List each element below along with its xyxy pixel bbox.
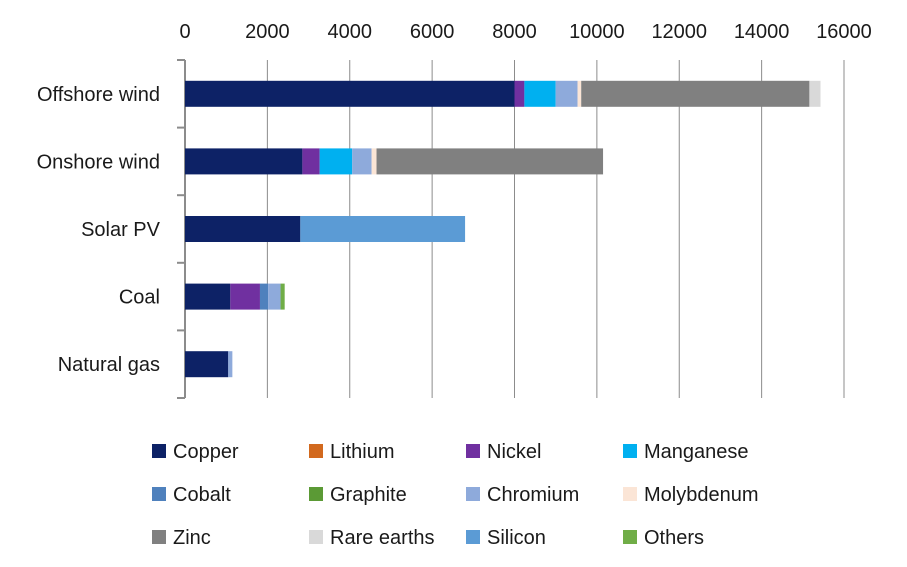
x-tick-label: 8000 [492, 21, 537, 43]
bar-segment: Coal – Chromium [268, 283, 281, 310]
bar-segment: Solar PV – Silicon [300, 216, 466, 242]
y-axis-category-labels: Offshore wind Onshore wind Solar PV Coal Nat… [37, 84, 161, 376]
bar-segment: Coal – Copper [185, 283, 231, 310]
legend-swatch [309, 487, 323, 501]
x-tick-label: 14000 [734, 21, 790, 43]
legend-label: Nickel [487, 441, 541, 463]
legend: Copper Lithium Nickel Manganese Cobalt Graphi… [152, 441, 759, 549]
x-tick-label: 4000 [328, 21, 373, 43]
legend-item: Nickel [466, 441, 541, 463]
bar-segment: Onshore wind – Chromium [352, 148, 372, 175]
bar-segment: Onshore wind – Nickel [302, 148, 320, 175]
bar-segment: Offshore wind – Rare earths [809, 80, 821, 107]
legend-item: Cobalt [152, 484, 231, 506]
bar-segment: Offshore wind – Copper [185, 80, 515, 107]
legend-label: Chromium [487, 484, 579, 506]
legend-swatch [623, 530, 637, 544]
legend-swatch [466, 530, 480, 544]
legend-swatch [152, 487, 166, 501]
legend-swatch [152, 444, 166, 458]
legend-swatch [309, 530, 323, 544]
bar-segment: Onshore wind – Zinc [376, 148, 604, 175]
legend-item: Others [623, 527, 704, 549]
category-label: Offshore wind [37, 84, 160, 106]
x-axis-tick-labels: 0 2000 4000 6000 8000 10000 12000 14000 16000 [179, 21, 871, 43]
legend-label: Rare earths [330, 527, 435, 549]
legend-label: Others [644, 527, 704, 549]
legend-item: Graphite [309, 484, 407, 506]
legend-label: Copper [173, 441, 239, 463]
bar-segment: Natural gas – Chromium [228, 351, 233, 378]
legend-item: Silicon [466, 527, 546, 549]
legend-swatch [309, 444, 323, 458]
legend-swatch [623, 444, 637, 458]
bar-segment: Offshore wind – Zinc [581, 80, 810, 107]
legend-item: Manganese [623, 441, 749, 463]
legend-label: Cobalt [173, 484, 231, 506]
bar-segment: Onshore wind – Manganese [319, 148, 353, 175]
legend-label: Lithium [330, 441, 394, 463]
bar-segment: Onshore wind – Copper [185, 148, 303, 175]
legend-item: Chromium [466, 484, 579, 506]
bar-segment: Coal – Others [280, 283, 285, 310]
bar-segment: Natural gas – Copper [185, 351, 229, 378]
bar-segment: Offshore wind – Manganese [524, 80, 556, 107]
legend-label: Manganese [644, 441, 749, 463]
legend-label: Zinc [173, 527, 211, 549]
legend-swatch [623, 487, 637, 501]
x-tick-label: 6000 [410, 21, 455, 43]
legend-item: Zinc [152, 527, 211, 549]
x-tick-label: 16000 [816, 21, 872, 43]
bar-segment: Coal – Cobalt [259, 283, 269, 310]
category-label: Solar PV [81, 219, 161, 241]
legend-swatch [466, 487, 480, 501]
legend-swatch [152, 530, 166, 544]
bar-segment: Offshore wind – Nickel [514, 80, 525, 107]
y-axis [177, 59, 186, 399]
category-label: Coal [119, 287, 160, 309]
x-tick-label: 0 [179, 21, 190, 43]
legend-label: Silicon [487, 527, 546, 549]
category-label: Onshore wind [37, 151, 160, 173]
legend-item: Lithium [309, 441, 394, 463]
category-label: Natural gas [58, 354, 160, 376]
legend-item: Copper [152, 441, 239, 463]
bar-segment: Onshore wind – Molybdenum [371, 148, 377, 175]
legend-label: Graphite [330, 484, 407, 506]
legend-item: Molybdenum [623, 484, 759, 506]
bar-segment: Coal – Nickel [230, 283, 260, 310]
x-tick-label: 2000 [245, 21, 290, 43]
bar-segment: Solar PV – Copper [185, 216, 301, 242]
legend-item: Rare earths [309, 527, 435, 549]
bars: Offshore wind – CopperOffshore wind – Ni… [185, 80, 821, 378]
bar-segment: Offshore wind – Chromium [555, 80, 578, 107]
bar-segment: Offshore wind – Molybdenum [577, 80, 582, 107]
legend-swatch [466, 444, 480, 458]
legend-label: Molybdenum [644, 484, 759, 506]
x-tick-label: 10000 [569, 21, 625, 43]
x-tick-label: 12000 [651, 21, 707, 43]
